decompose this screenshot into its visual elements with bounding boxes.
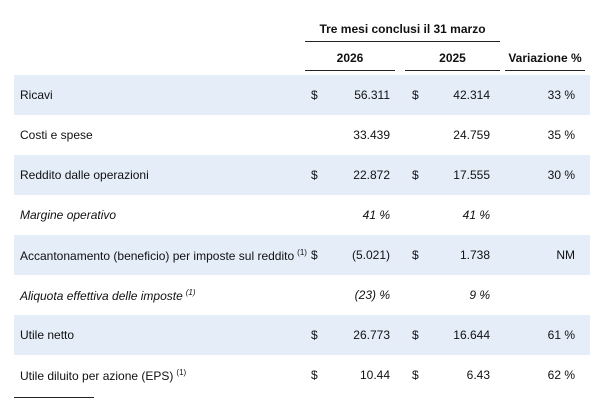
variation: 35 % xyxy=(547,128,575,142)
row-band xyxy=(14,235,590,275)
label-text: Accantonamento (beneficio) per imposte s… xyxy=(20,249,295,263)
value-2025: 42.314 xyxy=(453,88,490,102)
value-2026: (5.021) xyxy=(351,248,390,262)
currency: $ xyxy=(311,168,318,182)
value-2026: 56.311 xyxy=(354,88,390,102)
footnote-ref: (1) xyxy=(185,288,196,297)
row-label: Reddito dalle operazioni xyxy=(20,168,149,182)
row-label: Ricavi xyxy=(20,88,53,102)
row-band xyxy=(14,315,590,355)
label-text: Margine operativo xyxy=(20,208,117,222)
footnote-rule xyxy=(14,397,94,398)
label-text: Utile netto xyxy=(20,328,75,342)
value-2026: 10.44 xyxy=(359,368,390,382)
variation: 30 % xyxy=(547,168,575,182)
row-label: Costi e spese xyxy=(20,128,93,142)
value-2025: 6.43 xyxy=(466,368,490,382)
value-2025: 41 % xyxy=(462,208,490,222)
column-header: Variazione % xyxy=(508,51,582,65)
currency: $ xyxy=(311,88,318,102)
label-text: Costi e spese xyxy=(20,128,93,142)
label-text: Reddito dalle operazioni xyxy=(20,168,149,182)
variation: 33 % xyxy=(547,88,575,102)
column-header: 2025 xyxy=(439,51,466,65)
row-label: Utile diluito per azione (EPS) (1) xyxy=(20,368,186,383)
row-label: Utile netto xyxy=(20,328,74,342)
label-text: Aliquota effettiva delle imposte xyxy=(20,289,183,303)
currency: $ xyxy=(311,248,318,262)
value-2025: 24.759 xyxy=(453,128,490,142)
variation: 62 % xyxy=(547,368,575,382)
header-rule xyxy=(305,41,500,42)
value-2025: 17.555 xyxy=(453,168,490,182)
value-2026: 33.439 xyxy=(353,128,390,142)
value-2025: 1.738 xyxy=(459,248,490,262)
currency: $ xyxy=(412,88,419,102)
footnote-ref: (1) xyxy=(176,368,187,377)
value-2025: 9 % xyxy=(469,288,490,302)
value-2026: 41 % xyxy=(362,208,390,222)
value-2026: 22.872 xyxy=(353,168,390,182)
currency: $ xyxy=(412,368,419,382)
currency: $ xyxy=(311,328,318,342)
footnote-ref: (1) xyxy=(297,248,307,257)
column-header: 2026 xyxy=(336,51,364,65)
column-rule xyxy=(305,70,395,71)
column-rule xyxy=(505,70,585,71)
value-2025: 16.644 xyxy=(453,328,490,342)
value-2026: 26.773 xyxy=(353,328,390,342)
currency: $ xyxy=(412,248,419,262)
currency: $ xyxy=(412,328,419,342)
row-label: Aliquota effettiva delle imposte (1) xyxy=(20,288,196,303)
row-band xyxy=(14,155,590,195)
value-2026: (23) % xyxy=(354,288,390,302)
label-text: Ricavi xyxy=(20,88,53,102)
row-band xyxy=(14,75,590,115)
period-header: Tre mesi conclusi il 31 marzo xyxy=(319,22,486,36)
variation: NM xyxy=(556,248,575,262)
variation: 61 % xyxy=(547,328,575,342)
row-label: Margine operativo xyxy=(20,208,116,222)
label-text: Utile diluito per azione (EPS) xyxy=(20,369,174,383)
row-label: Accantonamento (beneficio) per imposte s… xyxy=(20,248,307,263)
currency: $ xyxy=(412,168,419,182)
currency: $ xyxy=(311,368,318,382)
column-rule xyxy=(405,70,500,71)
